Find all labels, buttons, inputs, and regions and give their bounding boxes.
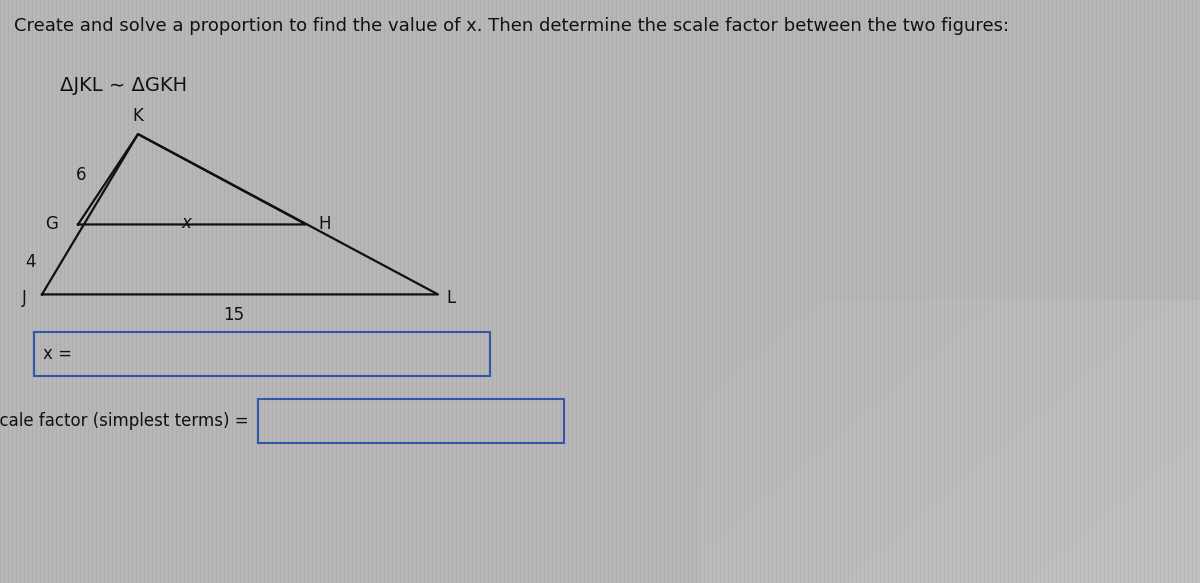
Text: 15: 15 [223, 306, 245, 324]
Text: 6: 6 [76, 166, 86, 184]
Text: x: x [181, 215, 191, 232]
Bar [34, 332, 490, 376]
Text: L: L [446, 290, 456, 307]
Bar [258, 399, 564, 443]
Text: J: J [22, 290, 26, 307]
Text: G: G [44, 216, 58, 233]
Text: Scale factor (simplest terms) =: Scale factor (simplest terms) = [0, 412, 248, 430]
Text: x =: x = [43, 345, 72, 363]
Text: K: K [132, 107, 144, 125]
Text: Create and solve a proportion to find the value of x. Then determine the scale f: Create and solve a proportion to find th… [14, 17, 1009, 36]
Text: H: H [318, 216, 330, 233]
Text: ΔJKL ∼ ΔGKH: ΔJKL ∼ ΔGKH [60, 76, 187, 95]
Text: 4: 4 [25, 254, 36, 271]
